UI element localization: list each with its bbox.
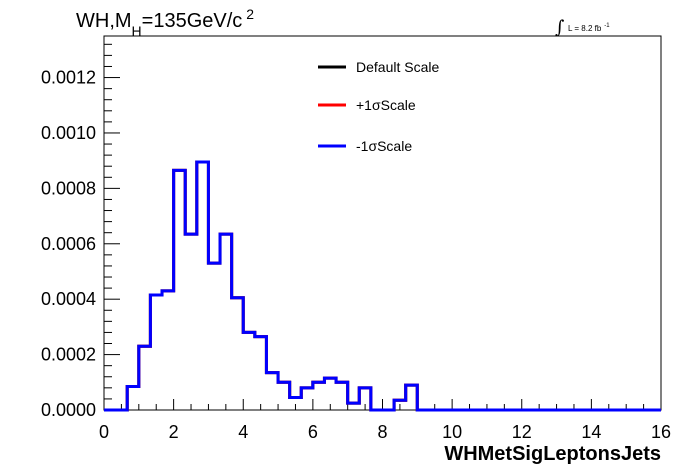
integral-symbol: ∫: [555, 17, 565, 38]
y-tick-label: 0.0012: [41, 68, 96, 88]
legend-label-default: Default Scale: [356, 59, 439, 75]
x-axis-title: WHMetSigLeptonsJets: [444, 443, 661, 465]
y-tick-label: 0.0002: [41, 345, 96, 365]
x-tick-label: 8: [377, 422, 387, 442]
lumi-label: L = 8.2 fb -1: [568, 23, 610, 33]
y-tick-label: 0.0008: [41, 178, 96, 198]
x-tick-label: 4: [238, 422, 248, 442]
series-layer: [104, 160, 661, 412]
x-tick-label: 0: [99, 422, 109, 442]
axes: 0 2 4 6 8 10 12 14 16 0.0000 0.0002 0.0004 0.0006 0.0…: [41, 43, 671, 442]
series-default-step-line: [104, 160, 661, 412]
plot-frame: [103, 35, 662, 411]
x-tick-label: 12: [512, 422, 532, 442]
lumi-annotation: ∫ L = 8.2 fb -1: [555, 17, 610, 38]
y-tick-label: 0.0010: [41, 123, 96, 143]
chart-title: WH,MH=135GeV/c 2: [76, 6, 254, 39]
x-tick-label: 16: [651, 422, 671, 442]
y-tick-label: 0.0004: [41, 289, 96, 309]
x-tick-label: 2: [169, 422, 179, 442]
y-tick-label: 0.0006: [41, 234, 96, 254]
x-tick-label: 14: [581, 422, 601, 442]
series-plus-step-line: [104, 160, 661, 412]
x-tick-label: 6: [308, 422, 318, 442]
legend-label-minus: -1σScale: [356, 138, 412, 154]
legend: Default Scale +1σScale -1σScale: [318, 59, 439, 154]
x-tick-label: 10: [442, 422, 462, 442]
series-minus-step-line: [104, 160, 661, 412]
legend-label-plus: +1σScale: [356, 97, 416, 113]
y-tick-label: 0.0000: [41, 400, 96, 420]
